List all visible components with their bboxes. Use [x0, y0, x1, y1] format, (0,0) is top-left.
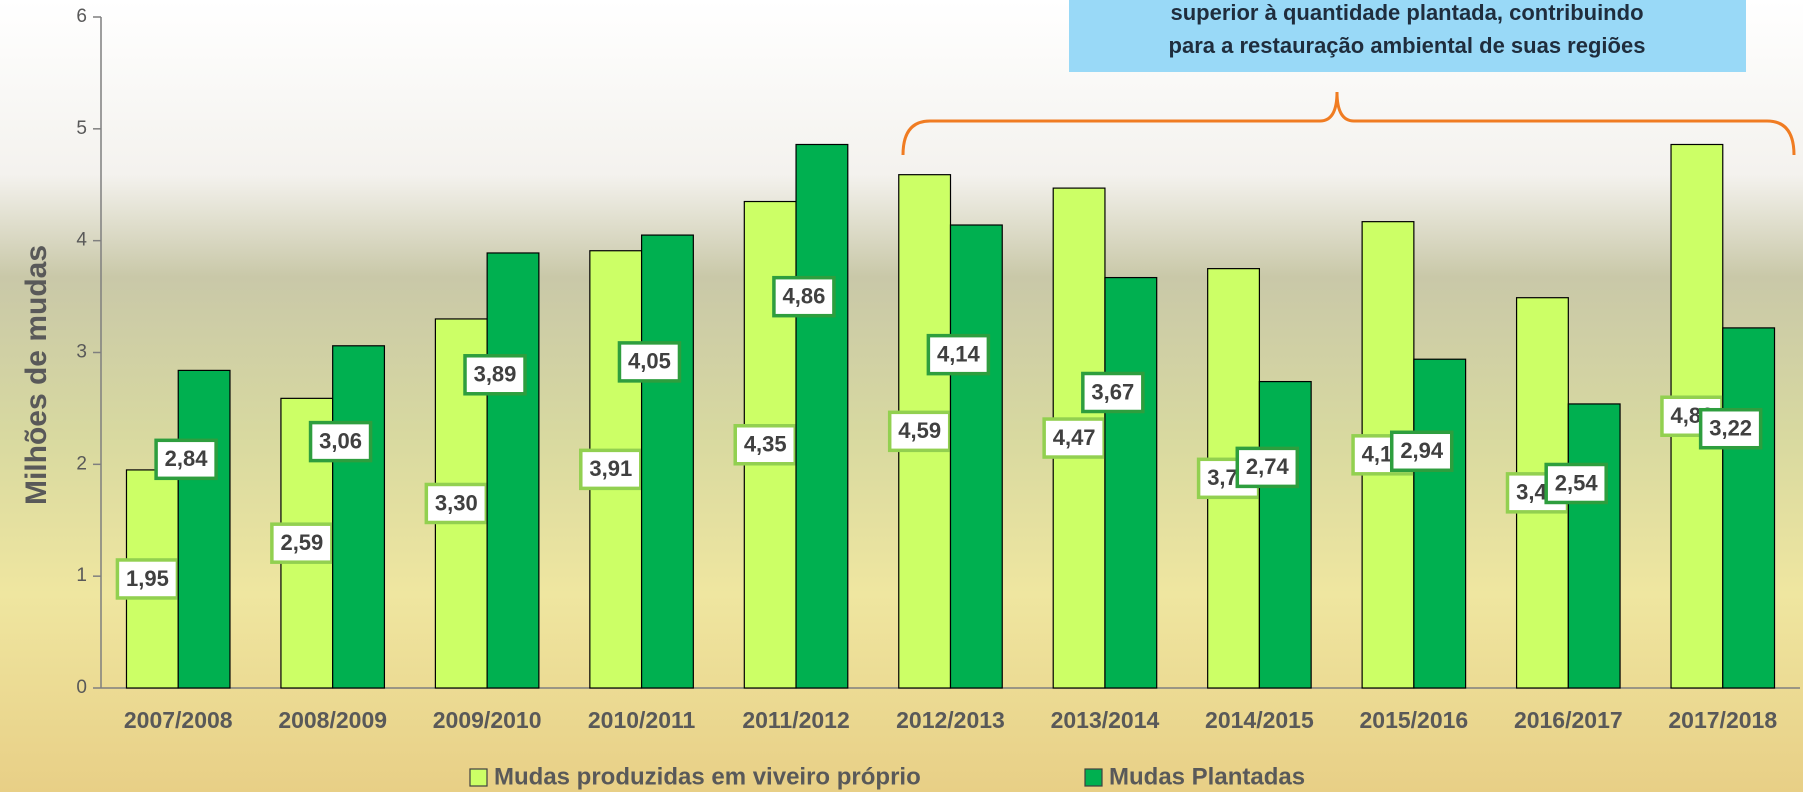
y-tick-label: 4: [76, 230, 87, 251]
value-label: 4,05: [628, 349, 671, 374]
x-tick-label: 2015/2016: [1359, 707, 1468, 733]
value-label: 3,22: [1709, 416, 1752, 441]
x-tick-label: 2012/2013: [896, 707, 1005, 733]
legend-swatch: [470, 769, 487, 786]
y-tick-label: 1: [76, 565, 87, 586]
chart: superior à quantidade plantada, contribu…: [0, 0, 1803, 792]
x-tick-label: 2017/2018: [1668, 707, 1777, 733]
value-label: 4,86: [783, 283, 826, 308]
value-label: 2,94: [1400, 438, 1444, 463]
bar: [178, 370, 230, 688]
y-tick-label: 2: [76, 453, 87, 474]
x-tick-label: 2009/2010: [433, 707, 542, 733]
bar: [1568, 404, 1620, 688]
bar: [1259, 382, 1311, 688]
annotation-line: superior à quantidade plantada, contribu…: [1170, 0, 1643, 25]
value-label: 3,89: [474, 362, 517, 387]
x-tick-label: 2013/2014: [1051, 707, 1160, 733]
x-tick-label: 2007/2008: [124, 707, 233, 733]
bar: [333, 346, 385, 688]
bar: [1723, 328, 1775, 688]
value-label: 4,35: [744, 432, 787, 457]
bar: [951, 225, 1003, 688]
y-tick-label: 6: [76, 6, 87, 27]
value-label: 3,06: [319, 428, 362, 453]
y-tick-label: 0: [76, 677, 87, 698]
x-tick-label: 2008/2009: [278, 707, 387, 733]
bar: [796, 144, 848, 688]
value-label: 2,74: [1246, 454, 1290, 479]
value-label: 2,54: [1555, 470, 1599, 495]
bar: [642, 235, 694, 688]
y-axis-title: Milhões de mudas: [20, 245, 53, 505]
x-tick-label: 2011/2012: [742, 707, 849, 733]
value-label: 2,59: [280, 530, 323, 555]
value-label: 3,91: [589, 456, 632, 481]
x-tick-label: 2016/2017: [1514, 707, 1623, 733]
annotation-line: para a restauração ambiental de suas reg…: [1169, 33, 1646, 58]
x-tick-label: 2014/2015: [1205, 707, 1314, 733]
x-tick-label: 2010/2011: [588, 707, 696, 733]
value-label: 4,14: [937, 341, 981, 366]
value-label: 3,67: [1091, 379, 1134, 404]
legend-label: Mudas Plantadas: [1109, 763, 1305, 790]
value-label: 2,84: [165, 446, 209, 471]
value-label: 4,47: [1053, 425, 1096, 450]
bar: [1414, 359, 1466, 688]
legend-label: Mudas produzidas em viveiro próprio: [494, 763, 921, 790]
bar: [1105, 278, 1157, 688]
value-label: 4,59: [898, 418, 941, 443]
y-tick-label: 3: [76, 342, 87, 363]
value-label: 1,95: [126, 566, 169, 591]
legend-swatch: [1085, 769, 1102, 786]
value-label: 3,30: [435, 490, 478, 515]
y-tick-label: 5: [76, 118, 87, 139]
bar: [487, 253, 539, 688]
